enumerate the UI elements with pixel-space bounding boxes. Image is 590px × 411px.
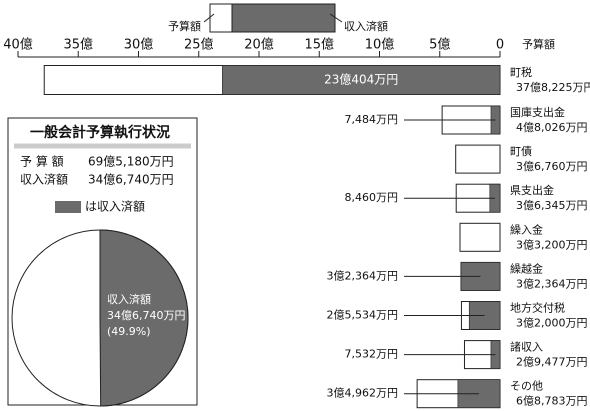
x-tick-label: 20億 — [244, 37, 274, 53]
slice-percent: (49.9%) — [107, 325, 151, 338]
budget-label: 3億6,345万円 — [516, 199, 588, 212]
received-bar — [222, 65, 501, 95]
received-label: 7,532万円 — [345, 348, 399, 361]
budget-label: 3億2,364万円 — [516, 277, 588, 290]
category-label: 繰入金 — [510, 222, 543, 236]
budget-bar — [455, 144, 501, 174]
budget-label: 3億6,760万円 — [516, 160, 588, 173]
received-label: 3億2,364万円 — [327, 269, 399, 282]
budget-label: 3億3,200万円 — [516, 238, 588, 251]
received-label: 7,484万円 — [345, 113, 399, 126]
x-tick-label: 40億 — [3, 37, 33, 53]
category-label: 国庫支出金 — [510, 105, 565, 119]
legend-swatch — [209, 3, 233, 33]
category-label: 繰越金 — [510, 261, 543, 275]
legend-label: は収入済額 — [85, 199, 145, 214]
summary-value: 34億6,740万円 — [88, 173, 174, 187]
x-tick-label: 30億 — [124, 37, 154, 53]
category-label: 地方交付税 — [510, 301, 565, 315]
x-tick-label: 0 — [496, 38, 504, 53]
summary-value: 69億5,180万円 — [88, 155, 174, 169]
summary-label: 予 算 額 — [20, 154, 64, 169]
pie-title: 一般会計予算執行状況 — [30, 124, 170, 141]
x-tick-label: 10億 — [365, 37, 395, 53]
legend-swatch — [55, 201, 81, 213]
axis-label: 予算額 — [522, 37, 555, 51]
budget-label: 6億8,783万円 — [516, 395, 588, 408]
legend-leader — [329, 13, 343, 23]
legend-label: 予算額 — [168, 19, 201, 33]
received-label: 8,460万円 — [345, 191, 399, 204]
category-label: その他 — [510, 380, 543, 393]
received-label: 23億404万円 — [324, 73, 398, 87]
legend-swatch — [231, 3, 336, 33]
legend-leader — [203, 13, 215, 23]
budget-label: 37億8,225万円 — [516, 81, 590, 94]
category-label: 諸収入 — [510, 340, 543, 354]
category-label: 町税 — [510, 65, 532, 79]
received-label: 2億5,534万円 — [327, 309, 399, 322]
x-tick-label: 15億 — [304, 37, 334, 53]
summary-label: 収入済額 — [20, 172, 68, 187]
legend-label: 収入済額 — [344, 19, 388, 33]
pie-slice — [99, 229, 189, 407]
budget-label: 4億8,026万円 — [516, 121, 588, 134]
received-label: 3億4,962万円 — [327, 387, 399, 400]
budget-label: 2億9,477万円 — [516, 356, 588, 369]
x-tick-label: 35億 — [63, 37, 93, 53]
budget-label: 3億2,000万円 — [516, 317, 588, 330]
slice-value: 34億6,740万円 — [107, 309, 186, 322]
category-label: 県支出金 — [510, 183, 554, 197]
x-tick-label: 5億 — [429, 37, 450, 53]
x-tick-label: 25億 — [184, 37, 214, 53]
budget-bar — [459, 222, 501, 252]
slice-label: 収入済額 — [107, 292, 151, 306]
category-label: 町債 — [510, 144, 532, 158]
